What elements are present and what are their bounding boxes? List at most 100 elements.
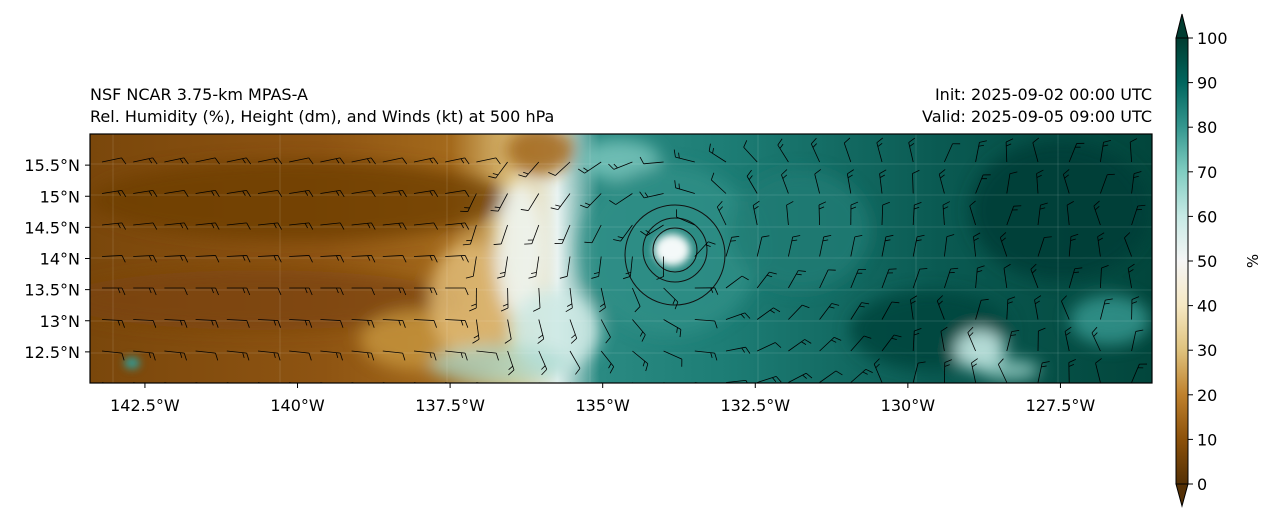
wind-barb [1127, 263, 1135, 289]
wind-barb [569, 350, 581, 375]
wind-barb [912, 268, 928, 289]
wind-barb [460, 193, 477, 212]
wind-barb [351, 255, 376, 263]
wind-barb [133, 287, 157, 296]
colorbar-label: % [1244, 254, 1262, 268]
lat-tick-label: 13.5°N [24, 281, 80, 300]
colorbar-tick-label: 0 [1197, 475, 1207, 494]
wind-barb [257, 382, 278, 383]
wind-barb [382, 189, 407, 198]
wind-barb [743, 140, 758, 163]
wind-barb [1097, 232, 1105, 257]
wind-barb [413, 319, 437, 328]
wind-barb [569, 319, 578, 344]
lon-tick-label: 137.5°W [415, 396, 485, 415]
wind-barb [819, 303, 840, 320]
wind-barb [1037, 236, 1052, 257]
wind-barb [608, 161, 633, 170]
wind-barb [101, 382, 122, 383]
wind-barb [565, 287, 573, 313]
wind-barb [819, 370, 843, 383]
wind-barb [663, 319, 682, 338]
wind-barb [1095, 358, 1102, 383]
wind-barb [944, 234, 955, 257]
wind-barb [493, 224, 508, 245]
wind-barb [102, 287, 126, 296]
wind-barb [725, 346, 751, 354]
colorbar-tick-label: 30 [1197, 341, 1217, 360]
wind-barb [1091, 326, 1101, 352]
wind-barb [320, 287, 344, 296]
wind-barb [351, 382, 372, 383]
wind-barb [289, 189, 314, 198]
lat-tick-label: 15°N [40, 187, 80, 206]
wind-barb [756, 307, 781, 320]
wind-barb [781, 169, 789, 194]
wind-barb [320, 255, 345, 263]
wind-barb [133, 157, 158, 165]
wind-barb [639, 191, 664, 199]
wind-barb [289, 382, 310, 383]
wind-barb [1124, 232, 1132, 257]
wind-barb [944, 267, 959, 289]
wind-barb [819, 235, 832, 257]
wind-barb [632, 350, 649, 372]
wind-barb [507, 350, 515, 376]
colorbar-min-extend [1175, 483, 1189, 508]
wind-barb [788, 235, 801, 257]
wind-barb [548, 161, 571, 176]
wind-barb [258, 287, 282, 296]
wind-barb [912, 234, 925, 257]
wind-barb [632, 287, 641, 313]
wind-barb [101, 255, 126, 263]
wind-barb [351, 350, 375, 361]
wind-barb [195, 382, 216, 383]
wind-barb [101, 189, 127, 198]
wind-barb [257, 222, 282, 230]
wind-barb [912, 169, 920, 194]
wind-barb [445, 287, 469, 296]
wind-barb [591, 256, 602, 279]
wind-barb [788, 270, 806, 289]
wind-barb [382, 287, 407, 296]
wind-barb [476, 157, 501, 165]
wind-barb [936, 295, 945, 320]
wind-barb [101, 157, 127, 165]
colorbar-tick-label: 80 [1197, 118, 1217, 137]
height-contours [624, 204, 726, 306]
wind-barb [725, 379, 750, 383]
wind-barb [320, 382, 341, 383]
wind-barb [414, 287, 438, 296]
wind-barb [445, 189, 470, 198]
wind-barb [786, 201, 794, 226]
wind-barb [757, 375, 782, 383]
wind-barb [351, 319, 375, 328]
wind-barb [164, 255, 189, 263]
wind-barb [289, 287, 313, 296]
wind-barb [226, 189, 251, 198]
wind-barb [445, 222, 470, 230]
graticule [90, 134, 1152, 383]
wind-barb [382, 255, 407, 263]
wind-barb [609, 193, 633, 205]
wind-barb [1030, 263, 1039, 289]
wind-barb [351, 287, 375, 296]
wind-barb [550, 193, 571, 210]
wind-barb [257, 255, 282, 263]
valid-time: Valid: 2025-09-05 09:00 UTC [921, 107, 1152, 126]
lon-tick-label: 142.5°W [110, 396, 180, 415]
wind-barb [910, 295, 918, 320]
lon-tick-label: 132.5°W [720, 396, 790, 415]
wind-barb [912, 361, 926, 383]
wind-barb [1006, 171, 1018, 194]
wind-barb [663, 287, 679, 310]
wind-barb [663, 382, 683, 383]
wind-barb [873, 358, 883, 383]
lon-tick-label: 135°W [576, 396, 631, 415]
wind-barb [538, 350, 548, 376]
wind-barb [1061, 295, 1070, 320]
wind-barb [814, 169, 822, 194]
wind-barb [850, 201, 859, 226]
wind-barb [226, 287, 251, 296]
